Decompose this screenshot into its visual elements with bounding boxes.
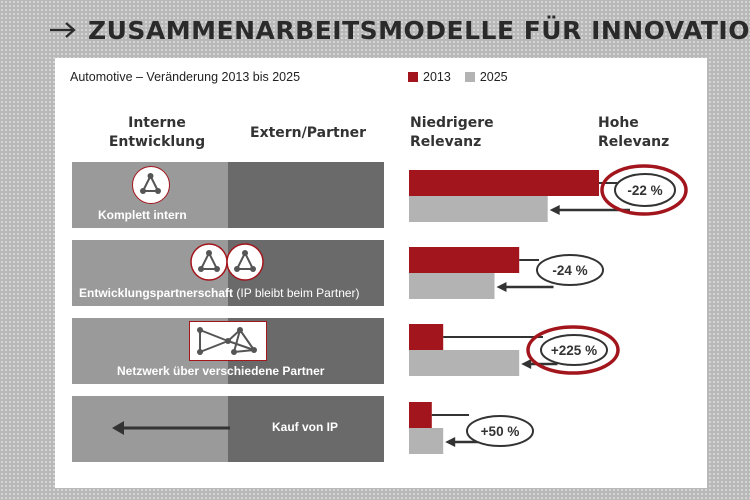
column-header-external: Extern/Partner xyxy=(250,125,367,141)
bar-2013 xyxy=(409,402,432,428)
legend-item-2025: 2025 xyxy=(464,70,508,84)
change-arrow-head xyxy=(496,282,507,292)
bar-2013 xyxy=(409,170,599,196)
row-label-note: (IP bleibt beim Partner) xyxy=(233,286,360,300)
bar-2025 xyxy=(409,428,444,454)
change-bubble xyxy=(466,415,534,447)
bar-2013 xyxy=(409,324,444,350)
change-label: -22 % xyxy=(627,183,662,198)
two-triangle-network-icon xyxy=(190,243,266,281)
change-arrow-head xyxy=(549,205,560,215)
triangle-network-icon xyxy=(132,166,170,204)
axis-label-low: Niedrigere Relevanz xyxy=(410,115,494,150)
change-arrow-head xyxy=(521,359,532,369)
header: ZUSAMMENARBEITSMODELLE FÜR INNOVATION xyxy=(48,12,750,48)
change-bubble xyxy=(614,173,676,207)
bar-2025 xyxy=(409,350,520,376)
axis-label-high: Hohe Relevanz xyxy=(598,115,670,150)
legend-swatch-2013 xyxy=(408,72,418,82)
legend-label-2013: 2013 xyxy=(423,70,451,84)
legend: 2013 2025 xyxy=(408,70,522,84)
external-segment xyxy=(228,162,384,228)
change-label: +50 % xyxy=(481,424,520,439)
row-label-main: Entwicklungspartnerschaft xyxy=(79,286,234,300)
row-kauf-von-ip: Kauf von IP xyxy=(72,396,384,462)
legend-label-2025: 2025 xyxy=(479,70,508,84)
highlight-ring xyxy=(526,325,620,375)
legend-item-2013: 2013 xyxy=(408,70,451,84)
row-netzwerk: Netzwerk über verschiedene Partner xyxy=(72,318,384,384)
row-label: Netzwerk über verschiedene Partner xyxy=(117,364,325,378)
bar-2025 xyxy=(409,273,495,299)
page-title: ZUSAMMENARBEITSMODELLE FÜR INNOVATION xyxy=(88,15,750,45)
bar-2013 xyxy=(409,247,520,273)
arrow-left-icon xyxy=(112,421,230,435)
bar-2025 xyxy=(409,196,548,222)
row-label: Entwicklungspartnerschaft (IP bleibt bei… xyxy=(79,286,360,300)
row-entwicklungspartnerschaft: Entwicklungspartnerschaft (IP bleibt bei… xyxy=(72,240,384,306)
change-arrow-head xyxy=(445,437,456,447)
row-komplett-intern: Komplett intern xyxy=(72,162,384,228)
partner-network-icon xyxy=(189,321,267,361)
change-bubble xyxy=(536,254,604,286)
highlight-ring xyxy=(600,164,688,216)
external-segment xyxy=(228,396,384,462)
change-label: -24 % xyxy=(552,263,587,278)
change-label: +225 % xyxy=(551,343,597,358)
row-label: Komplett intern xyxy=(98,208,187,222)
column-header-internal: Interne Entwicklung xyxy=(108,115,206,150)
row-label: Kauf von IP xyxy=(272,420,339,434)
chart-subtitle: Automotive – Veränderung 2013 bis 2025 xyxy=(70,70,301,84)
arrow-right-icon xyxy=(50,22,76,38)
change-bubble xyxy=(540,334,608,366)
legend-swatch-2025 xyxy=(464,72,475,82)
